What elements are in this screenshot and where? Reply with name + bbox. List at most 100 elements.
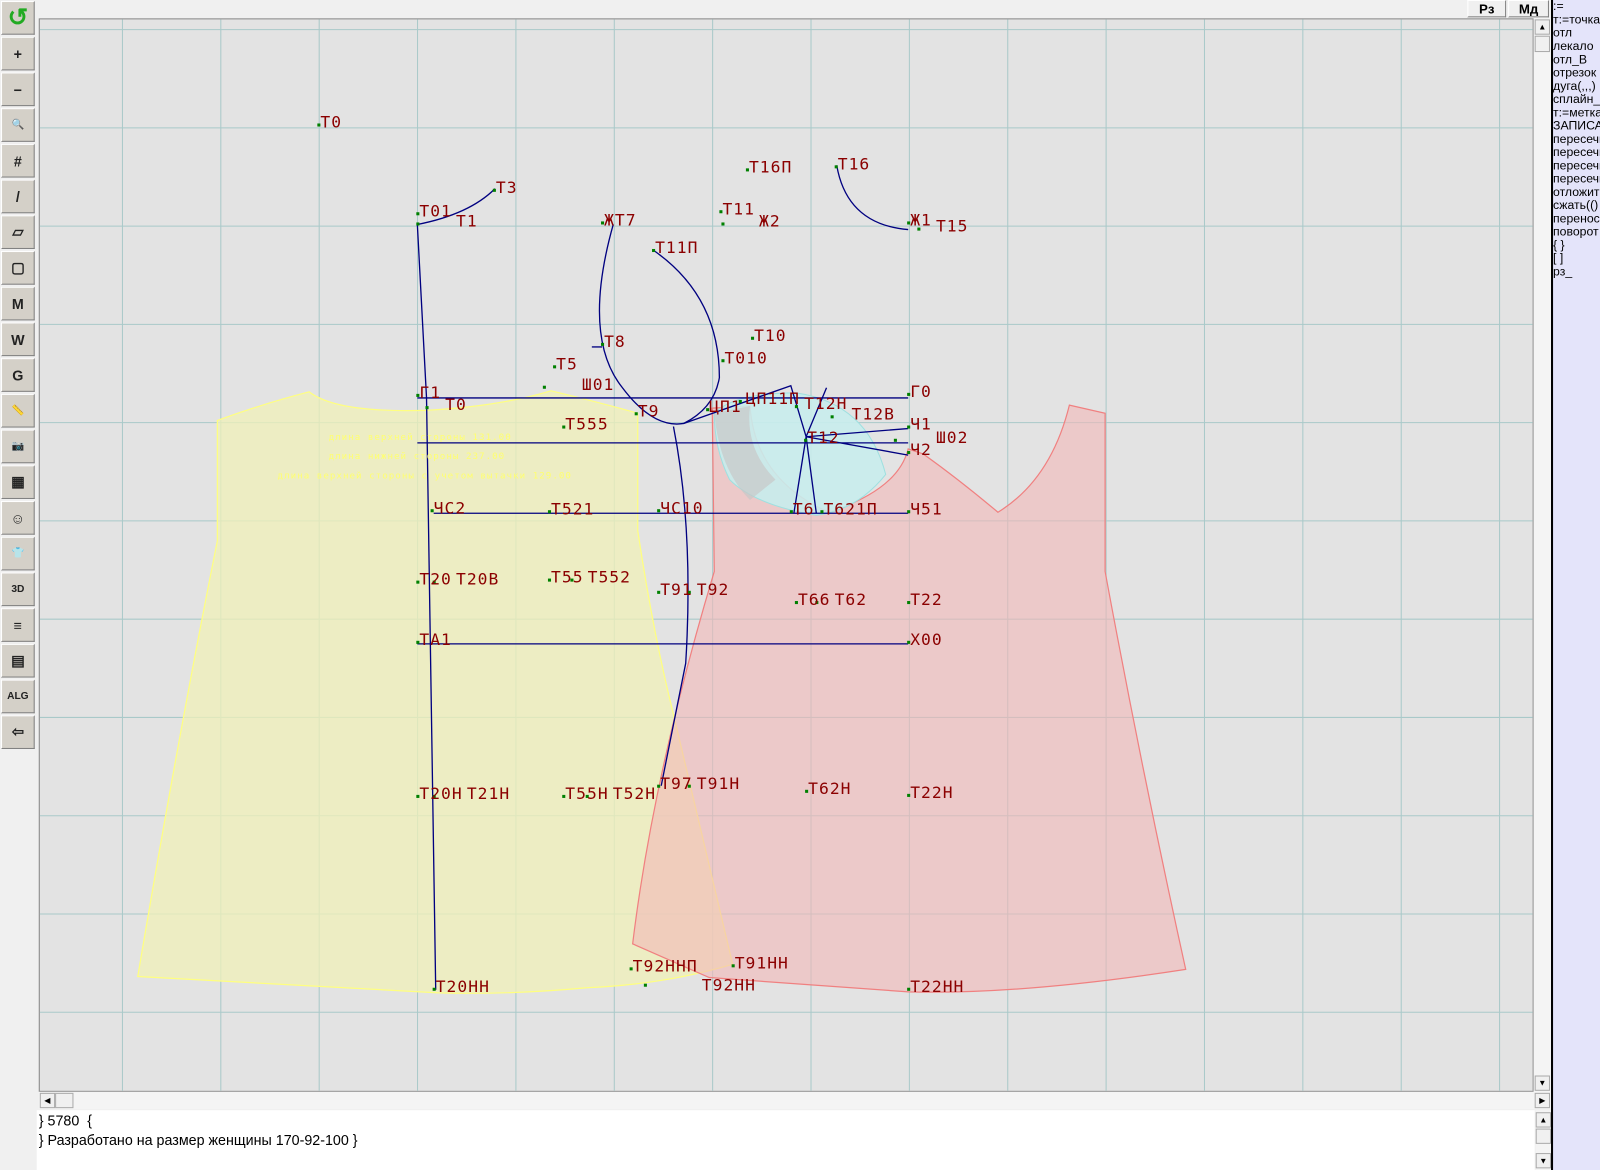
command-item[interactable]: т:=точка — [1553, 13, 1600, 27]
point-marker[interactable] — [601, 342, 605, 346]
point-marker[interactable] — [804, 438, 808, 442]
command-item[interactable]: т:=метка — [1553, 106, 1600, 120]
command-item[interactable]: сплайн_ — [1553, 92, 1600, 107]
toolbar-button[interactable]: ☺ — [1, 501, 35, 535]
pattern-drawing[interactable]: длина верхней стороны 131.00 длина нижней… — [39, 19, 1534, 1092]
command-item[interactable]: отложить — [1553, 185, 1600, 199]
command-item[interactable]: дуга(,,,) — [1553, 79, 1596, 93]
point-marker[interactable] — [416, 212, 420, 216]
point-marker[interactable] — [416, 393, 420, 397]
toolbar-button[interactable]: ▤ — [1, 643, 35, 678]
point-marker[interactable] — [794, 405, 798, 409]
point-marker[interactable] — [547, 510, 552, 514]
point-marker[interactable] — [907, 425, 911, 429]
toolbar-button[interactable]: ▱ — [1, 215, 35, 249]
point-marker[interactable] — [657, 590, 661, 594]
toolbar-button[interactable]: M — [1, 286, 35, 321]
point-marker[interactable] — [907, 392, 911, 396]
point-marker[interactable] — [432, 794, 436, 798]
command-item[interactable]: пересечь — [1553, 145, 1600, 160]
console-output[interactable]: } 5780 { } Разработано на размер женщины… — [36, 1110, 1535, 1170]
scroll-up-button[interactable]: ▲ — [1534, 19, 1550, 35]
toolbar-button[interactable]: ALG — [1, 679, 35, 714]
point-marker[interactable] — [815, 601, 819, 605]
scroll-down-button[interactable]: ▼ — [1535, 1153, 1552, 1169]
point-marker[interactable] — [907, 601, 911, 605]
toolbar-button[interactable]: W — [1, 322, 35, 357]
back-pattern-piece[interactable] — [631, 404, 1187, 993]
toolbar-button[interactable]: ⇦ — [1, 715, 35, 749]
command-item[interactable]: отрезок — [1553, 66, 1597, 80]
point-marker[interactable] — [738, 399, 742, 404]
toolbar-button[interactable]: 📷 — [1, 429, 35, 464]
point-marker[interactable] — [687, 590, 691, 594]
point-marker[interactable] — [634, 412, 638, 416]
point-marker[interactable] — [721, 222, 725, 226]
point-marker[interactable] — [425, 406, 429, 410]
scroll-thumb[interactable] — [55, 1092, 74, 1109]
toolbar-button[interactable]: 👕 — [1, 536, 35, 571]
scroll-up-button[interactable]: ▲ — [1535, 1112, 1552, 1128]
point-marker[interactable] — [794, 601, 798, 605]
point-marker[interactable] — [430, 509, 434, 513]
point-marker[interactable] — [432, 987, 436, 991]
point-marker[interactable] — [917, 227, 921, 231]
front-pattern-piece[interactable] — [137, 390, 734, 994]
point-marker[interactable] — [657, 784, 661, 788]
point-marker[interactable] — [652, 248, 656, 253]
toolbar-button[interactable]: ≡ — [1, 608, 35, 642]
toolbar-button[interactable]: − — [1, 72, 35, 107]
point-marker[interactable] — [317, 123, 321, 127]
toolbar-button[interactable]: ▢ — [1, 251, 35, 285]
toolbar-button[interactable]: 🔍 — [1, 108, 35, 142]
point-marker[interactable] — [789, 510, 793, 514]
command-item[interactable]: перенос — [1553, 212, 1600, 226]
md-button[interactable]: Мд — [1508, 0, 1549, 18]
command-item[interactable]: поворот — [1553, 225, 1599, 239]
point-marker[interactable] — [601, 221, 605, 225]
point-marker[interactable] — [562, 794, 566, 798]
drawing-canvas[interactable]: длина верхней стороны 131.00 длина нижней… — [38, 18, 1534, 1092]
point-marker[interactable] — [907, 221, 911, 225]
command-item[interactable]: пересечь — [1553, 172, 1600, 186]
point-marker[interactable] — [830, 415, 834, 419]
point-marker[interactable] — [820, 510, 824, 514]
scroll-down-button[interactable]: ▼ — [1534, 1075, 1550, 1091]
point-marker[interactable] — [745, 168, 749, 172]
command-item[interactable]: пересечь — [1553, 159, 1600, 173]
command-item[interactable]: ЗАПИСАТЬ — [1553, 119, 1600, 133]
toolbar-button[interactable]: 3D — [1, 572, 35, 607]
point-marker[interactable] — [907, 451, 911, 455]
rz-button[interactable]: Рз — [1467, 0, 1507, 18]
command-item[interactable]: { } — [1553, 238, 1565, 253]
point-marker[interactable] — [416, 794, 420, 798]
point-marker[interactable] — [706, 408, 710, 412]
point-marker[interactable] — [721, 359, 725, 363]
command-item[interactable]: пересечь — [1553, 132, 1600, 146]
point-marker[interactable] — [416, 580, 420, 584]
point-marker[interactable] — [432, 580, 436, 584]
point-marker[interactable] — [657, 509, 661, 513]
command-item[interactable]: [ ] — [1553, 252, 1564, 266]
toolbar-button[interactable]: ▦ — [1, 465, 35, 499]
point-marker[interactable] — [570, 578, 574, 582]
scroll-left-button[interactable]: ◀ — [39, 1092, 56, 1109]
point-marker[interactable] — [585, 794, 589, 798]
point-marker[interactable] — [416, 640, 420, 644]
command-item[interactable]: := — [1553, 0, 1564, 14]
toolbar-button[interactable]: / — [1, 179, 35, 214]
toolbar-button[interactable]: + — [1, 36, 35, 71]
point-marker[interactable] — [834, 165, 838, 169]
point-marker[interactable] — [562, 425, 566, 429]
scroll-thumb[interactable] — [1534, 35, 1550, 53]
toolbar-button[interactable]: G — [1, 358, 35, 392]
command-item[interactable]: сжать(() — [1553, 198, 1599, 213]
command-item[interactable]: рз_ — [1553, 265, 1573, 279]
point-marker[interactable] — [629, 967, 633, 971]
vertical-scrollbar[interactable]: ▲ ▼ — [1533, 18, 1552, 1092]
toolbar-button[interactable]: 📏 — [1, 393, 35, 428]
point-marker[interactable] — [751, 336, 755, 340]
horizontal-scrollbar[interactable]: ◀ ▶ — [38, 1091, 1552, 1110]
point-marker[interactable] — [907, 510, 911, 514]
command-item[interactable]: лекало — [1553, 39, 1594, 54]
